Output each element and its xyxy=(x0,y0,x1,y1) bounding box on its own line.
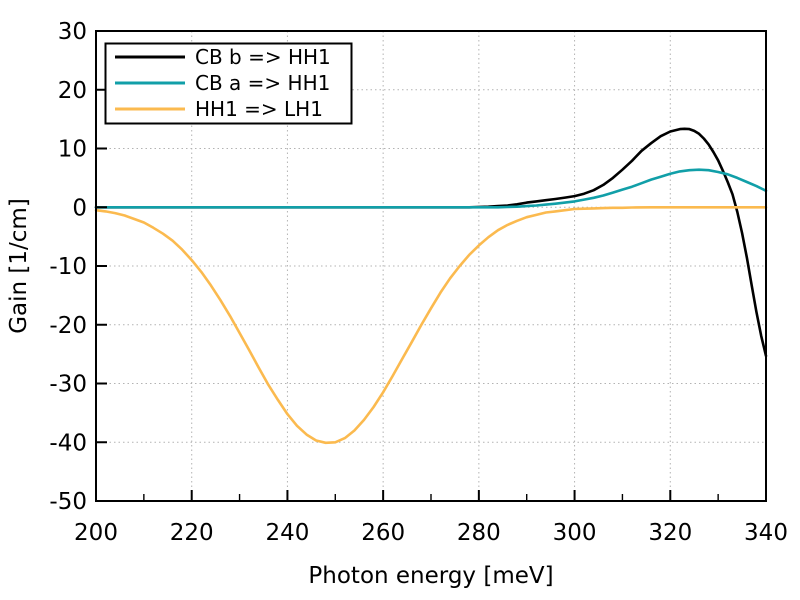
y-tick-label: 10 xyxy=(58,137,87,163)
y-tick-label: -40 xyxy=(49,430,87,456)
y-tick-label: -10 xyxy=(49,254,87,280)
y-tick-label: 0 xyxy=(72,195,87,221)
y-tick-label: -30 xyxy=(49,372,87,398)
x-tick-label: 320 xyxy=(648,520,692,546)
x-tick-label: 300 xyxy=(553,520,597,546)
y-tick-label: 20 xyxy=(58,78,87,104)
legend-label-1: CB a => HH1 xyxy=(195,71,330,95)
y-tick-label: -50 xyxy=(49,489,87,515)
y-tick-label: -20 xyxy=(49,313,87,339)
series-line-1 xyxy=(94,168,768,209)
x-tick-label: 340 xyxy=(744,520,788,546)
x-tick-label: 280 xyxy=(457,520,501,546)
series-line-0 xyxy=(94,127,768,358)
x-axis-title: Photon energy [meV] xyxy=(308,563,553,589)
x-tick-label: 260 xyxy=(361,520,405,546)
legend-label-2: HH1 => LH1 xyxy=(195,97,323,121)
x-tick-label: 240 xyxy=(265,520,309,546)
series-line-2 xyxy=(94,206,768,445)
x-tick-label: 220 xyxy=(170,520,214,546)
legend-label-0: CB b => HH1 xyxy=(195,45,331,69)
y-axis-title: Gain [1/cm] xyxy=(6,198,32,334)
x-tick-label: 200 xyxy=(74,520,118,546)
y-tick-label: 30 xyxy=(58,19,87,45)
